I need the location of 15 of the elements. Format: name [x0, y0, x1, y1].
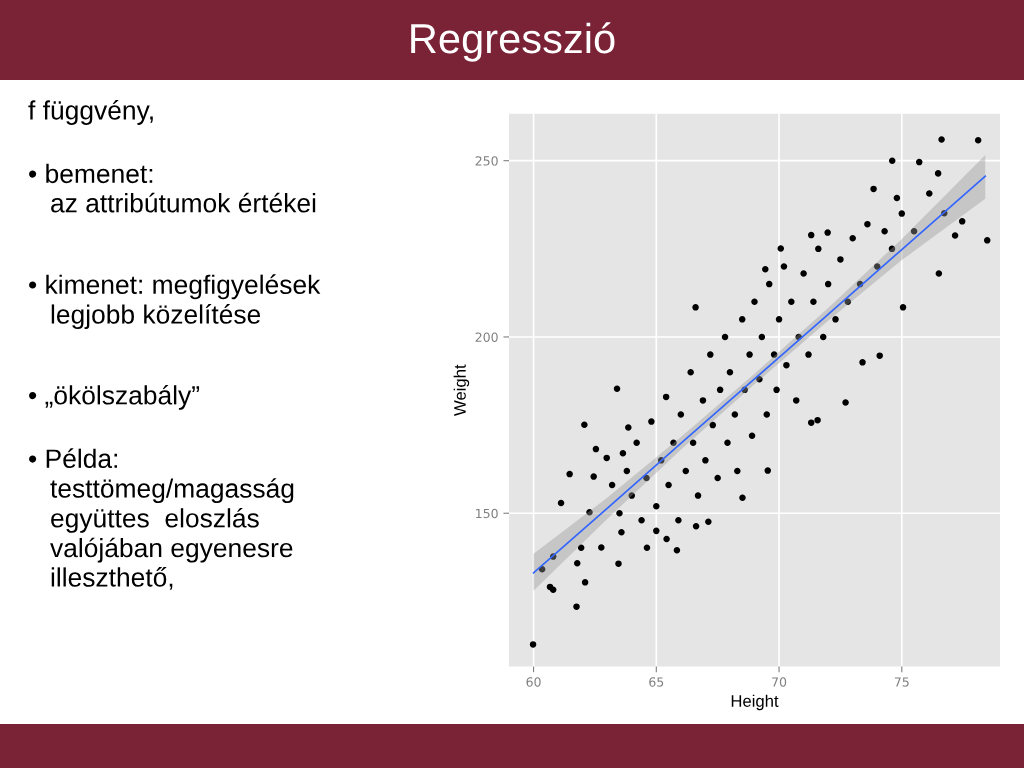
- y-tick-label: 200: [475, 332, 498, 342]
- x-axis-title: Height: [731, 694, 779, 711]
- text: • Példa: testtömeg/magasság együttes eloszlás valójában egyenesre illeszthető,: [29, 448, 294, 590]
- text: f függvény,: [28, 100, 153, 125]
- y-tick-label: 150: [476, 508, 498, 519]
- x-tick-label: 60: [526, 677, 541, 687]
- y-axis-title: Weight: [453, 364, 470, 416]
- x-tick-label: 70: [772, 677, 787, 687]
- y-tick-label: 250: [475, 156, 498, 166]
- text: • bemenet: az attribútumok értékei: [29, 163, 316, 213]
- text: • kimenet: megfigyelések legjobb közelítése: [29, 274, 321, 330]
- x-tick-label: 75: [894, 677, 909, 687]
- x-tick-label: 65: [649, 677, 664, 687]
- text: • „ökölszabály”: [29, 384, 200, 410]
- chart-title: Regresszió: [411, 22, 615, 62]
